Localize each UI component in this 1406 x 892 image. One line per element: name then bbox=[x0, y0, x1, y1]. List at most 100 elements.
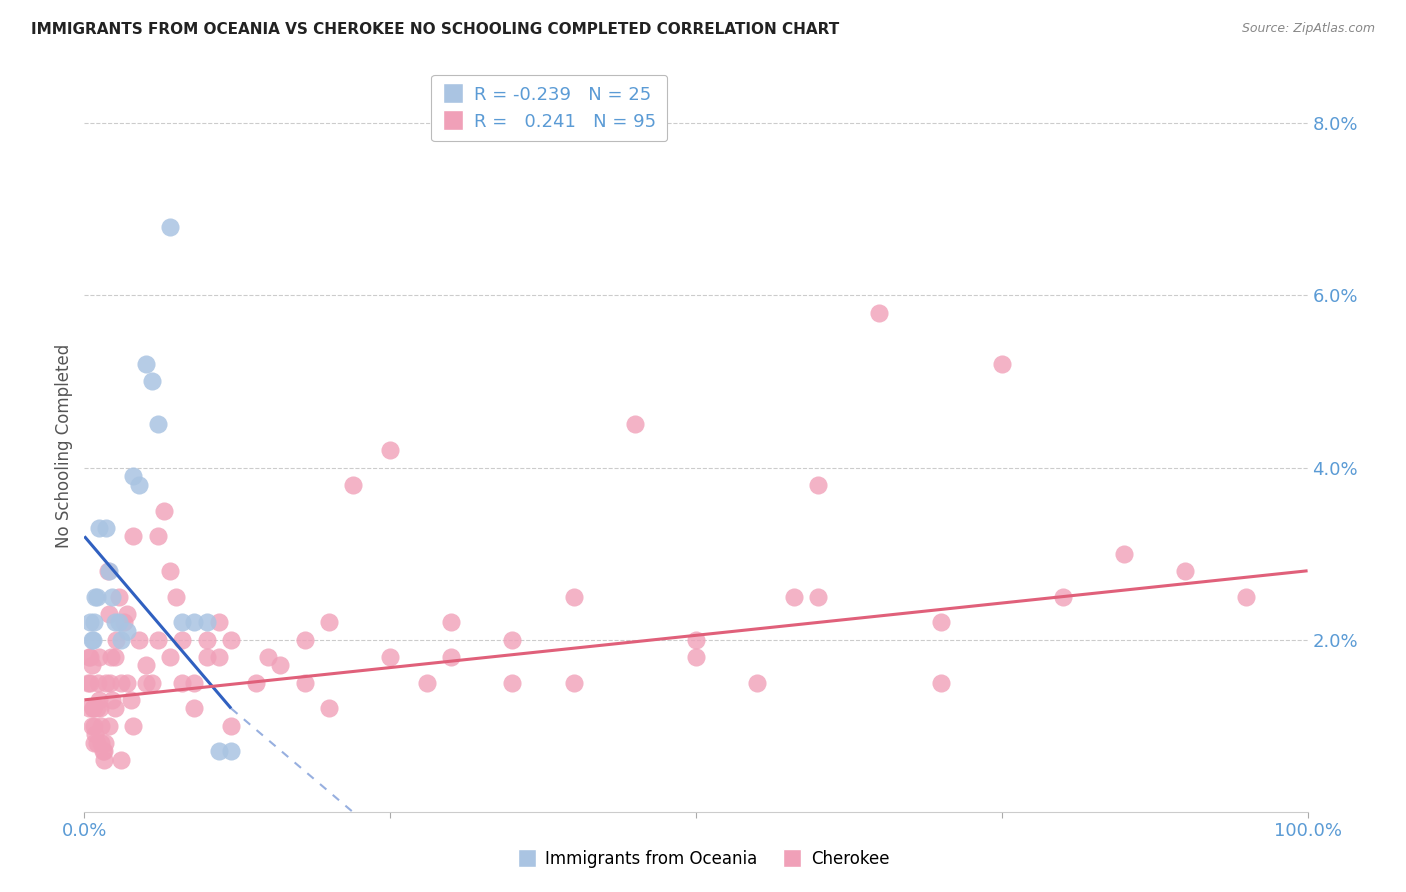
Point bbox=[86, 590, 108, 604]
Point bbox=[128, 632, 150, 647]
Point bbox=[96, 521, 118, 535]
Point bbox=[79, 615, 101, 630]
Point bbox=[208, 649, 231, 664]
Point bbox=[107, 615, 129, 630]
Point bbox=[80, 632, 103, 647]
Point bbox=[165, 590, 187, 604]
Point bbox=[87, 675, 110, 690]
Point bbox=[1052, 590, 1074, 604]
Point bbox=[172, 675, 194, 690]
Point bbox=[101, 590, 124, 604]
Point bbox=[183, 615, 205, 630]
Point bbox=[1114, 547, 1136, 561]
Point bbox=[869, 305, 891, 319]
Point bbox=[82, 701, 104, 715]
Point bbox=[747, 675, 769, 690]
Point bbox=[122, 719, 145, 733]
Point bbox=[141, 675, 163, 690]
Point bbox=[146, 632, 169, 647]
Y-axis label: No Schooling Completed: No Schooling Completed bbox=[55, 344, 73, 548]
Text: Source: ZipAtlas.com: Source: ZipAtlas.com bbox=[1241, 22, 1375, 36]
Point bbox=[115, 675, 138, 690]
Point bbox=[380, 443, 402, 458]
Point bbox=[107, 590, 129, 604]
Point bbox=[82, 701, 104, 715]
Point bbox=[269, 658, 291, 673]
Point bbox=[159, 219, 181, 234]
Point bbox=[87, 649, 110, 664]
Point bbox=[122, 469, 145, 483]
Point bbox=[135, 658, 157, 673]
Point bbox=[208, 744, 231, 758]
Point bbox=[195, 649, 218, 664]
Point bbox=[80, 658, 103, 673]
Point bbox=[245, 675, 267, 690]
Point bbox=[105, 632, 128, 647]
Point bbox=[80, 719, 103, 733]
Point bbox=[440, 615, 463, 630]
Point bbox=[159, 564, 181, 578]
Point bbox=[380, 649, 402, 664]
Text: IMMIGRANTS FROM OCEANIA VS CHEROKEE NO SCHOOLING COMPLETED CORRELATION CHART: IMMIGRANTS FROM OCEANIA VS CHEROKEE NO S… bbox=[31, 22, 839, 37]
Point bbox=[100, 649, 122, 664]
Point bbox=[97, 719, 120, 733]
Point bbox=[219, 744, 242, 758]
Point bbox=[79, 675, 101, 690]
Point bbox=[991, 357, 1014, 371]
Point bbox=[96, 675, 118, 690]
Point bbox=[104, 649, 127, 664]
Point bbox=[89, 701, 111, 715]
Point bbox=[115, 607, 138, 621]
Point bbox=[146, 417, 169, 432]
Point bbox=[77, 675, 100, 690]
Point bbox=[101, 693, 124, 707]
Point bbox=[195, 615, 218, 630]
Point bbox=[97, 564, 120, 578]
Point bbox=[440, 649, 463, 664]
Point bbox=[110, 753, 132, 767]
Point bbox=[146, 529, 169, 543]
Point bbox=[86, 701, 108, 715]
Legend: R = -0.239   N = 25, R =   0.241   N = 95: R = -0.239 N = 25, R = 0.241 N = 95 bbox=[432, 75, 668, 141]
Point bbox=[120, 693, 142, 707]
Point bbox=[416, 675, 439, 690]
Point bbox=[318, 615, 340, 630]
Point bbox=[104, 701, 127, 715]
Point bbox=[342, 477, 364, 491]
Point bbox=[1236, 590, 1258, 604]
Point bbox=[159, 649, 181, 664]
Point bbox=[929, 675, 952, 690]
Point bbox=[90, 719, 112, 733]
Point bbox=[294, 632, 316, 647]
Point bbox=[141, 375, 163, 389]
Point bbox=[91, 744, 114, 758]
Point bbox=[502, 675, 524, 690]
Point bbox=[685, 649, 707, 664]
Point bbox=[562, 590, 585, 604]
Point bbox=[77, 649, 100, 664]
Point bbox=[122, 529, 145, 543]
Point bbox=[685, 632, 707, 647]
Point bbox=[807, 590, 830, 604]
Point bbox=[93, 753, 115, 767]
Point bbox=[929, 615, 952, 630]
Point bbox=[93, 744, 115, 758]
Point bbox=[110, 675, 132, 690]
Point bbox=[219, 632, 242, 647]
Point bbox=[97, 564, 120, 578]
Point bbox=[153, 503, 176, 517]
Point bbox=[502, 632, 524, 647]
Point bbox=[82, 632, 104, 647]
Point bbox=[83, 615, 105, 630]
Point bbox=[183, 675, 205, 690]
Point bbox=[128, 477, 150, 491]
Point bbox=[135, 675, 157, 690]
Point bbox=[208, 615, 231, 630]
Point bbox=[77, 701, 100, 715]
Point bbox=[79, 649, 101, 664]
Point bbox=[84, 590, 107, 604]
Point bbox=[84, 727, 107, 741]
Legend: Immigrants from Oceania, Cherokee: Immigrants from Oceania, Cherokee bbox=[510, 844, 896, 875]
Point bbox=[318, 701, 340, 715]
Point bbox=[183, 701, 205, 715]
